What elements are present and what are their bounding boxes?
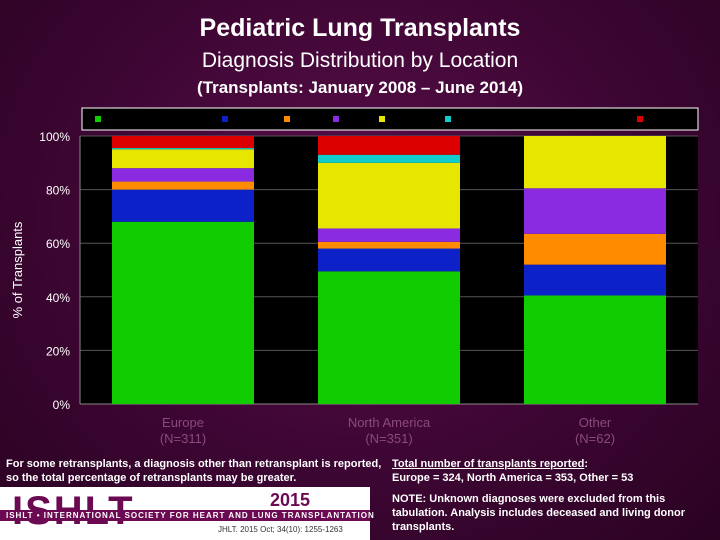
bar-segment [112,168,254,182]
legend-swatch [284,116,290,122]
chart-title: Pediatric Lung Transplants [199,14,521,42]
legend-swatch [445,116,451,122]
y-tick-label: 60% [46,237,70,251]
total-transplants-note: Total number of transplants reported: Eu… [392,457,712,485]
x-category-label: (N=62) [575,431,615,446]
x-category-label: Europe [162,415,204,430]
bar-segment [112,189,254,222]
y-tick-label: 80% [46,184,70,198]
bar-segment [524,136,666,189]
legend-swatch [637,116,643,122]
logo-year: 2015 [270,490,311,510]
legend-swatch [379,116,385,122]
y-tick-label: 0% [53,398,71,412]
bar-segment [112,149,254,169]
bar-segment [112,181,254,190]
bar-segment [318,248,460,272]
bar-segment [112,148,254,150]
journal-citation: JHLT. 2015 Oct; 34(10): 1255-1263 [218,525,343,534]
retransplant-note: For some retransplants, a diagnosis othe… [6,458,382,484]
logo-society-name: ISHLT • INTERNATIONAL SOCIETY FOR HEART … [6,511,375,520]
bar-segment [318,136,460,155]
bar-segment [318,271,460,404]
legend-swatch [222,116,228,122]
bar-segment [318,228,460,242]
bar-segment [524,233,666,265]
total-colon: : [584,458,588,470]
total-values: Europe = 324, North America = 353, Other… [392,472,634,484]
x-category-label: North America [348,415,431,430]
chart-period: (Transplants: January 2008 – June 2014) [197,78,523,97]
bar-segment [524,188,666,234]
y-axis-label: % of Transplants [10,221,25,318]
bar-segment [318,154,460,163]
legend-swatch [333,116,339,122]
bar-segment [524,264,666,296]
legend-box [81,107,699,131]
x-category-label: (N=351) [365,431,412,446]
x-category-label: Other [579,415,612,430]
bar-segment [112,136,254,149]
bar-segment [318,241,460,249]
unknown-diagnoses-note: NOTE: Unknown diagnoses were excluded fr… [392,493,685,533]
legend-swatch [95,116,101,122]
bar-segment [318,162,460,229]
ishlt-logo: ISHLT ISHLT • INTERNATIONAL SOCIETY FOR … [0,487,374,540]
y-tick-label: 20% [46,344,70,358]
logo-band [0,510,370,521]
y-tick-label: 40% [46,291,70,305]
x-category-label: (N=311) [160,431,206,446]
chart-subtitle: Diagnosis Distribution by Location [201,49,519,72]
bar-segment [112,221,254,404]
total-label: Total number of transplants reported [392,458,585,470]
stacked-bar-chart: 0% 20% 40% 60% 80% 100% % of Transplants Europe… [10,107,699,446]
bar-segment [524,295,666,404]
y-tick-label: 100% [39,130,70,144]
